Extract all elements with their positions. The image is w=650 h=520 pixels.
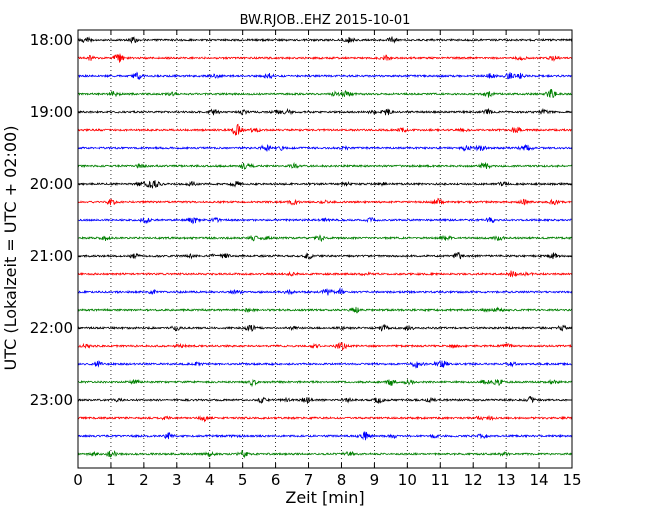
chart-title: BW.RJOB..EHZ 2015-10-01 [240, 13, 411, 28]
trace-1800-series [77, 36, 573, 44]
trace-1830-series [77, 71, 573, 80]
trace-1930-series [77, 143, 573, 152]
trace-1915-series [77, 123, 573, 136]
trace-1845-series [77, 88, 573, 98]
trace-2200-series [77, 323, 573, 332]
trace-2245-series [77, 378, 573, 388]
x-tick-label: 7 [304, 471, 314, 489]
trace-2300-series [77, 396, 573, 405]
trace-2145-series [77, 306, 573, 314]
x-tick-label: 0 [73, 471, 83, 489]
plot-frame [77, 29, 573, 469]
x-tick-label: 1 [106, 471, 116, 489]
y-tick-label: 23:00 [30, 391, 73, 409]
trace-2115-series [77, 270, 573, 278]
trace-2345-series [77, 450, 573, 459]
trace-2100-series [77, 251, 573, 261]
y-tick-label: 19:00 [30, 103, 73, 121]
x-tick-label: 9 [370, 471, 380, 489]
trace-lines [77, 36, 573, 459]
trace-2315-series [77, 414, 573, 423]
x-tick-label: 13 [497, 471, 516, 489]
x-tick-label: 10 [398, 471, 417, 489]
x-tick-label: 12 [464, 471, 483, 489]
x-tick-label: 2 [139, 471, 149, 489]
x-tick-label: 4 [205, 471, 215, 489]
x-tick-label: 14 [530, 471, 549, 489]
x-tick-label: 8 [337, 471, 347, 489]
trace-2330-series [77, 430, 573, 441]
x-tick-label: 5 [238, 471, 248, 489]
y-tick-label: 21:00 [30, 247, 73, 265]
y-tick-label: 18:00 [30, 31, 73, 49]
trace-1815-series [77, 53, 573, 63]
x-tick-label: 15 [562, 471, 581, 489]
trace-2015-series [77, 197, 573, 206]
trace-2215-series [77, 342, 573, 351]
trace-2230-series [77, 359, 573, 369]
trace-2030-series [77, 216, 573, 225]
trace-2130-series [77, 286, 573, 296]
trace-2000-series [77, 180, 573, 189]
x-tick-label: 3 [172, 471, 182, 489]
axis-ticks: 0 1 2 3 4 5 6 7 8 9 10 11 12 13 14 1518:0019:0020:0021:… [30, 30, 582, 489]
x-tick-label: 6 [271, 471, 281, 489]
y-axis-label: UTC (Lokalzeit = UTC + 02:00) [1, 126, 20, 371]
trace-2045-series [77, 234, 573, 243]
x-axis-label: Zeit [min] [285, 488, 364, 507]
y-tick-label: 20:00 [30, 175, 73, 193]
x-tick-label: 11 [431, 471, 450, 489]
trace-1900-series [77, 107, 573, 116]
y-tick-label: 22:00 [30, 319, 73, 337]
trace-1945-series [77, 161, 573, 170]
